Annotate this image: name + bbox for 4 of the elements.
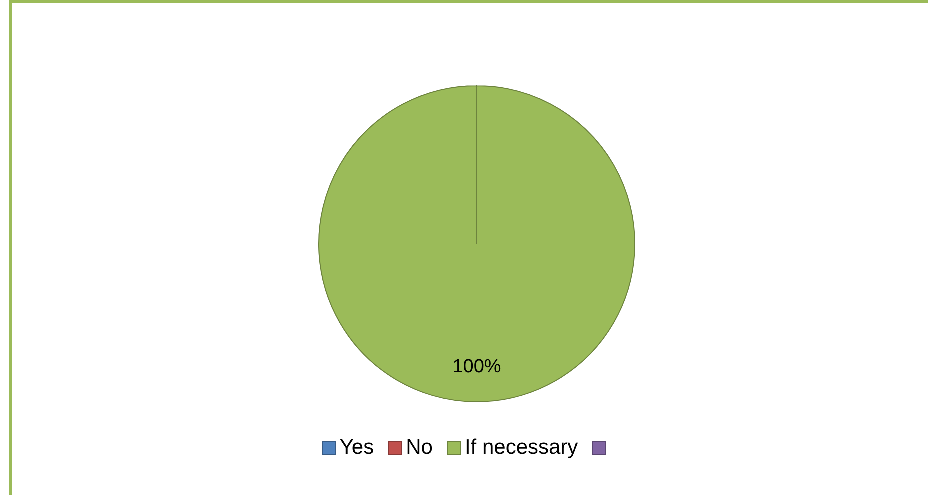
- legend-label: Yes: [340, 436, 374, 460]
- data-label: 100%: [452, 356, 502, 378]
- legend-label: If necessary: [464, 436, 578, 460]
- legend-label: No: [406, 436, 433, 460]
